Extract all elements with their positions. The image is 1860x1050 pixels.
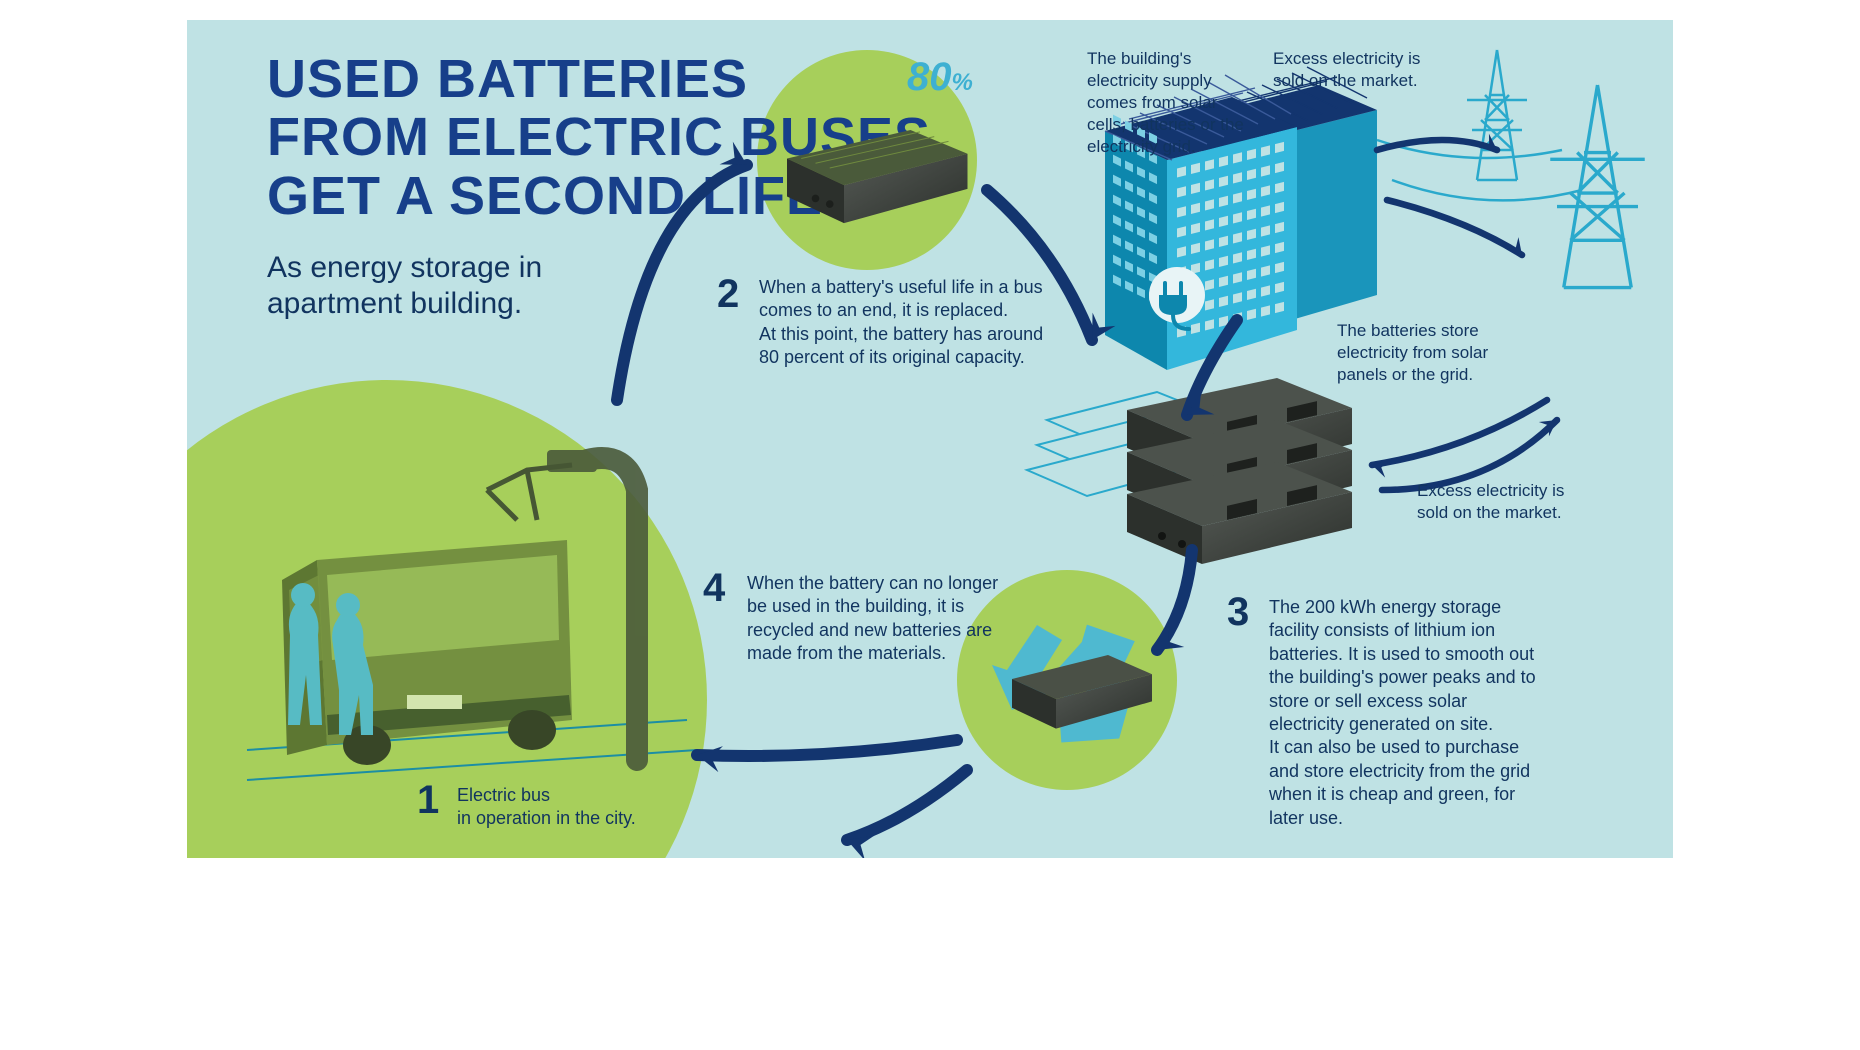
step-1-number: 1 xyxy=(417,778,439,823)
capacity-percent-label: 80% xyxy=(907,55,973,100)
battery-stack-icon xyxy=(1027,378,1352,564)
step-4-text: When the battery can no longer be used i… xyxy=(747,572,1007,666)
caption-supply: The building's electricity supply comes … xyxy=(1087,48,1257,158)
main-title: USED BATTERIESFROM ELECTRIC BUSESGET A S… xyxy=(267,50,931,225)
step-4-number: 4 xyxy=(703,566,725,611)
caption-excess-top: Excess electricity is sold on the market… xyxy=(1273,48,1453,92)
infographic-canvas: USED BATTERIESFROM ELECTRIC BUSESGET A S… xyxy=(187,20,1673,858)
subtitle: As energy storage inapartment building. xyxy=(267,250,542,322)
step-1-text: Electric busin operation in the city. xyxy=(457,784,697,831)
step-2-text: When a battery's useful life in a buscom… xyxy=(759,276,1079,370)
step-3-text: The 200 kWh energy storage facility cons… xyxy=(1269,596,1539,830)
step-2-number: 2 xyxy=(717,272,739,317)
caption-store: The batteries store electricity from sol… xyxy=(1337,320,1527,386)
caption-excess-bottom: Excess electricity is sold on the market… xyxy=(1417,480,1577,524)
step-3-number: 3 xyxy=(1227,590,1249,635)
